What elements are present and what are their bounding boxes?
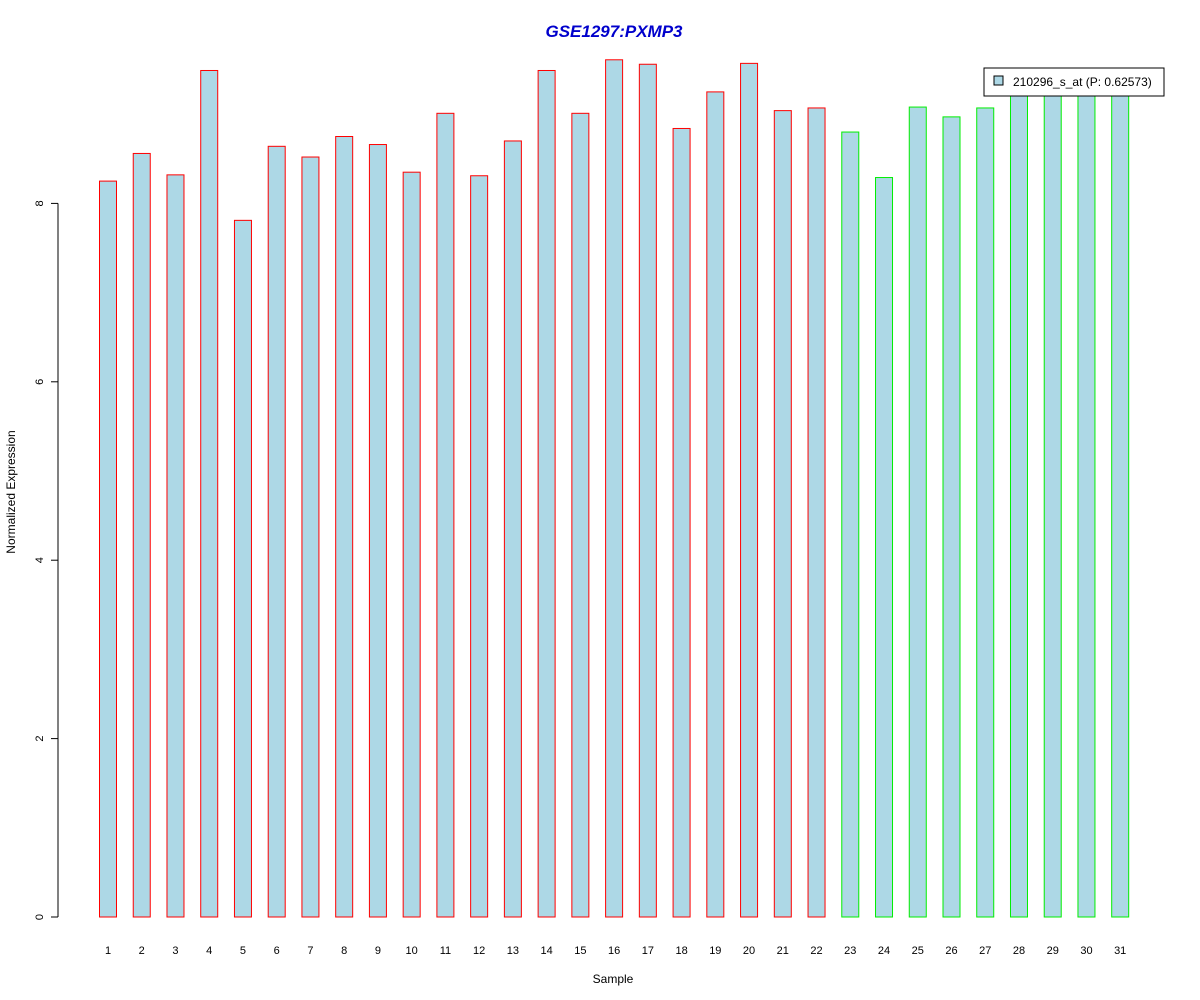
bar-sample-24 bbox=[875, 177, 894, 918]
bar-sample-13 bbox=[503, 140, 522, 918]
x-tick-label: 17 bbox=[642, 945, 654, 957]
bar-sample-17 bbox=[638, 63, 657, 918]
bar-sample-26 bbox=[942, 116, 961, 918]
bar-sample-16 bbox=[605, 59, 624, 918]
bar-sample-30 bbox=[1077, 86, 1096, 918]
bar-sample-5 bbox=[233, 219, 252, 918]
x-tick-label: 25 bbox=[912, 945, 924, 957]
x-tick-label: 19 bbox=[709, 945, 721, 957]
x-tick-label: 2 bbox=[139, 945, 145, 957]
bar-sample-2 bbox=[132, 152, 151, 918]
x-tick-label: 26 bbox=[945, 945, 957, 957]
x-tick-label: 1 bbox=[105, 945, 111, 957]
x-tick-label: 11 bbox=[440, 945, 451, 957]
x-axis-label: Sample bbox=[593, 972, 634, 986]
y-tick-label: 4 bbox=[34, 557, 46, 563]
y-tick-label: 8 bbox=[34, 200, 46, 206]
x-tick-label: 8 bbox=[341, 945, 347, 957]
bar-sample-3 bbox=[166, 174, 185, 918]
bar-sample-12 bbox=[470, 175, 489, 918]
y-tick-label: 6 bbox=[34, 379, 46, 385]
x-tick-label: 24 bbox=[878, 945, 890, 957]
x-tick-label: 30 bbox=[1080, 945, 1092, 957]
legend-swatch bbox=[993, 75, 1004, 86]
x-tick-label: 18 bbox=[675, 945, 687, 957]
x-tick-label: 10 bbox=[406, 945, 418, 957]
x-tick-label: 3 bbox=[172, 945, 178, 957]
bar-sample-14 bbox=[537, 69, 556, 918]
x-tick-label: 6 bbox=[274, 945, 280, 957]
bar-sample-18 bbox=[672, 127, 691, 918]
x-tick-label: 12 bbox=[473, 945, 485, 957]
y-axis-label: Normalized Expression bbox=[4, 430, 18, 553]
bar-sample-25 bbox=[908, 106, 927, 918]
bar-sample-31 bbox=[1111, 86, 1130, 918]
legend-entry: 210296_s_at (P: 0.62573) bbox=[1013, 75, 1152, 89]
bar-sample-19 bbox=[706, 91, 725, 918]
bar-sample-7 bbox=[301, 156, 320, 918]
x-tick-label: 9 bbox=[375, 945, 381, 957]
x-tick-label: 4 bbox=[206, 945, 212, 957]
x-tick-label: 31 bbox=[1114, 945, 1126, 957]
x-tick-label: 23 bbox=[844, 945, 856, 957]
x-tick-label: 15 bbox=[574, 945, 586, 957]
bar-sample-1 bbox=[99, 180, 117, 918]
x-tick-label: 20 bbox=[743, 945, 755, 957]
y-tick-label: 0 bbox=[34, 914, 46, 920]
bar-sample-22 bbox=[807, 107, 826, 918]
x-tick-label: 14 bbox=[540, 945, 552, 957]
legend-box bbox=[983, 67, 1165, 97]
bar-sample-11 bbox=[436, 112, 455, 918]
bar-sample-15 bbox=[571, 112, 590, 918]
x-tick-label: 21 bbox=[777, 945, 789, 957]
chart-title: GSE1297:PXMP3 bbox=[545, 22, 683, 41]
bar-sample-29 bbox=[1043, 86, 1062, 918]
bar-sample-21 bbox=[773, 110, 792, 918]
y-axis: 0 2 4 6 8 bbox=[34, 200, 59, 920]
y-tick-label: 2 bbox=[34, 736, 46, 742]
bar-sample-8 bbox=[335, 136, 354, 918]
x-tick-label: 7 bbox=[307, 945, 313, 957]
bar-sample-9 bbox=[368, 144, 387, 918]
x-tick-label: 29 bbox=[1047, 945, 1059, 957]
x-tick-label: 22 bbox=[810, 945, 822, 957]
x-tick-label: 28 bbox=[1013, 945, 1025, 957]
bar-sample-10 bbox=[402, 171, 421, 918]
x-tick-label: 16 bbox=[608, 945, 620, 957]
x-tick-label: 13 bbox=[507, 945, 519, 957]
x-tick-labels: 1 2 3 4 5 6 7 8 9 10 11 12 13 14 15 16 17 18 19 20 21 22 23 24 2… bbox=[105, 945, 1126, 957]
bar-sample-23 bbox=[841, 131, 860, 918]
bar-sample-6 bbox=[267, 145, 286, 918]
bar-sample-28 bbox=[1009, 86, 1028, 918]
x-tick-label: 5 bbox=[240, 945, 246, 957]
bar-sample-4 bbox=[200, 69, 219, 918]
legend: 210296_s_at (P: 0.62573) bbox=[983, 67, 1165, 97]
bar-sample-27 bbox=[976, 107, 995, 918]
bar-sample-20 bbox=[740, 62, 759, 918]
x-tick-label: 27 bbox=[979, 945, 991, 957]
bars-group bbox=[99, 59, 1130, 918]
